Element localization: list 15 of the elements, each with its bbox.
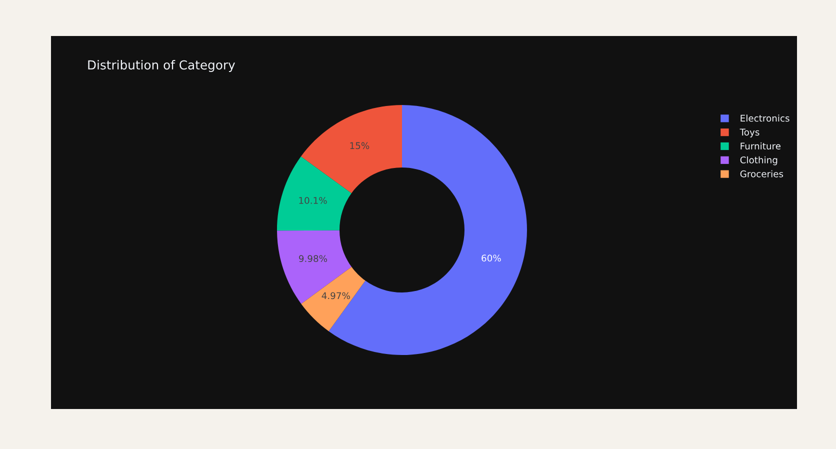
text: Distribution of Category [88, 60, 235, 72]
data-label: 15% [350, 142, 370, 150]
data-label: 9.98% [298, 255, 328, 262]
legend-label: Electronics [740, 114, 790, 122]
data-label: 10.1% [299, 196, 327, 204]
legend-label: Toys [740, 128, 760, 138]
data-label: 60% [482, 254, 501, 262]
donut-slice [301, 266, 366, 332]
donut-slice [277, 156, 352, 231]
legend-label: Groceries [740, 170, 784, 178]
data-label: 4.97% [322, 292, 350, 300]
donut-slice [277, 230, 352, 304]
donut-slice [300, 105, 402, 194]
legend-label: Furniture [740, 142, 780, 150]
legend-label: Clothing [740, 156, 778, 166]
